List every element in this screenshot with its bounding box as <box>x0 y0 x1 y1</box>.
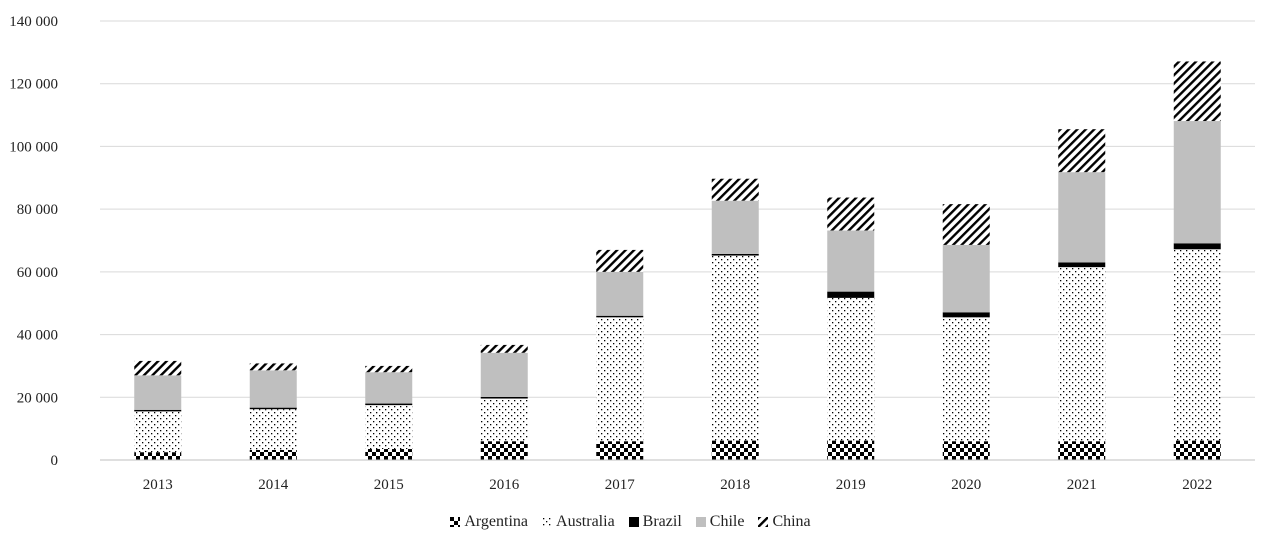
y-tick-label: 20 000 <box>17 390 58 406</box>
bar-china-2014 <box>249 363 297 371</box>
bar-chile-2016 <box>480 352 528 397</box>
y-tick-label: 0 <box>51 453 59 469</box>
gridlines <box>100 20 1255 398</box>
legend-item-china: China <box>758 513 811 531</box>
bar-china-2013 <box>134 360 182 376</box>
bar-argentina-2014 <box>249 449 297 460</box>
bar-china-2018 <box>711 178 759 201</box>
x-tick-label: 2022 <box>1182 477 1212 493</box>
bar-australia-2022 <box>1173 249 1221 441</box>
x-tick-label: 2021 <box>1067 477 1097 493</box>
legend-item-argentina: Argentina <box>450 513 528 531</box>
x-tick-label: 2019 <box>836 477 866 493</box>
legend-label-chile: Chile <box>709 513 745 530</box>
bar-chile-2022 <box>1173 121 1221 244</box>
legend-swatch-chile <box>695 517 706 527</box>
bar-brazil-2022 <box>1173 243 1221 250</box>
bar-brazil-2020 <box>942 312 990 318</box>
bar-australia-2016 <box>480 398 528 442</box>
legend-swatch-brazil <box>628 517 639 527</box>
bar-china-2017 <box>596 249 644 272</box>
bar-australia-2021 <box>1058 267 1106 442</box>
legend-item-brazil: Brazil <box>628 513 682 531</box>
bar-china-2020 <box>942 204 990 245</box>
y-tick-label: 140 000 <box>9 14 58 30</box>
x-axis-labels: 2013 2014 2015 2016 2017 2018 2019 2020 2021 2022 <box>143 477 1213 493</box>
bar-brazil-2019 <box>827 291 875 298</box>
bar-argentina-2020 <box>942 441 990 460</box>
legend-swatch-australia <box>542 517 553 527</box>
x-tick-label: 2020 <box>951 477 981 493</box>
legend-item-chile: Chile <box>695 513 745 531</box>
bar-chile-2019 <box>827 230 875 292</box>
bar-brazil-2016 <box>480 396 528 399</box>
bar-argentina-2015 <box>365 449 413 460</box>
bar-argentina-2017 <box>596 441 644 460</box>
bar-argentina-2016 <box>480 441 528 460</box>
bar-australia-2019 <box>827 297 875 441</box>
y-tick-label: 100 000 <box>9 139 58 155</box>
bar-australia-2020 <box>942 317 990 442</box>
legend: Argentina Australia Brazil Chile China <box>0 513 1261 531</box>
bar-chile-2018 <box>711 200 759 254</box>
legend-label-brazil: Brazil <box>642 513 682 530</box>
bar-brazil-2017 <box>596 315 644 318</box>
legend-label-australia: Australia <box>556 513 615 530</box>
legend-label-argentina: Argentina <box>464 513 529 530</box>
bar-argentina-2022 <box>1173 440 1221 460</box>
x-tick-label: 2018 <box>720 477 750 493</box>
bar-australia-2014 <box>249 409 297 450</box>
bar-brazil-2021 <box>1058 262 1106 268</box>
bar-china-2022 <box>1173 61 1221 122</box>
bar-argentina-2021 <box>1058 441 1106 460</box>
bar-chile-2013 <box>134 375 182 410</box>
bar-australia-2013 <box>134 411 182 453</box>
y-tick-label: 40 000 <box>17 328 58 344</box>
y-tick-label: 60 000 <box>17 265 58 281</box>
bar-chile-2021 <box>1058 172 1106 263</box>
x-tick-label: 2016 <box>489 477 520 493</box>
bars <box>134 61 1221 460</box>
stacked-bar-chart: 0 20 000 40 000 60 000 80 000 100 000 120 000 1… <box>9 14 1255 493</box>
bar-chile-2014 <box>249 370 297 408</box>
y-axis-labels: 0 20 000 40 000 60 000 80 000 100 000 120 000 1… <box>9 14 58 469</box>
bar-china-2016 <box>480 344 528 353</box>
x-tick-label: 2014 <box>258 477 289 493</box>
bar-australia-2017 <box>596 317 644 442</box>
bar-argentina-2013 <box>134 452 182 460</box>
bar-brazil-2018 <box>711 253 759 256</box>
bar-brazil-2014 <box>249 407 297 410</box>
x-tick-label: 2015 <box>374 477 404 493</box>
bar-china-2015 <box>365 365 413 373</box>
bar-argentina-2018 <box>711 440 759 460</box>
bar-chile-2015 <box>365 372 413 404</box>
bar-brazil-2015 <box>365 403 413 406</box>
y-tick-label: 80 000 <box>17 202 58 218</box>
bar-brazil-2013 <box>134 409 182 412</box>
bar-chile-2020 <box>942 244 990 313</box>
bar-china-2021 <box>1058 129 1106 173</box>
bar-china-2019 <box>827 197 875 231</box>
x-tick-label: 2017 <box>605 477 636 493</box>
y-tick-label: 120 000 <box>9 77 58 93</box>
bar-argentina-2019 <box>827 440 875 460</box>
legend-swatch-china <box>758 517 769 527</box>
legend-swatch-argentina <box>450 517 461 527</box>
legend-label-china: China <box>772 513 811 530</box>
x-tick-label: 2013 <box>143 477 173 493</box>
legend-item-australia: Australia <box>542 513 615 531</box>
bar-australia-2015 <box>365 405 413 450</box>
bar-chile-2017 <box>596 271 644 316</box>
bar-australia-2018 <box>711 255 759 441</box>
